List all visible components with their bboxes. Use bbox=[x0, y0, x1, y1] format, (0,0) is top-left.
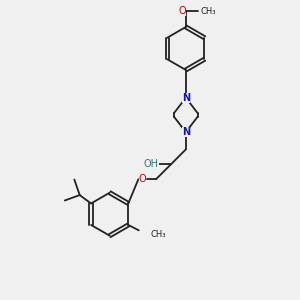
Text: N: N bbox=[182, 93, 190, 103]
Text: CH₃: CH₃ bbox=[200, 7, 216, 16]
Text: O: O bbox=[178, 6, 186, 16]
Text: O: O bbox=[139, 174, 146, 184]
Text: CH₃: CH₃ bbox=[151, 230, 166, 239]
Text: OH: OH bbox=[144, 159, 159, 169]
Text: N: N bbox=[182, 127, 190, 137]
